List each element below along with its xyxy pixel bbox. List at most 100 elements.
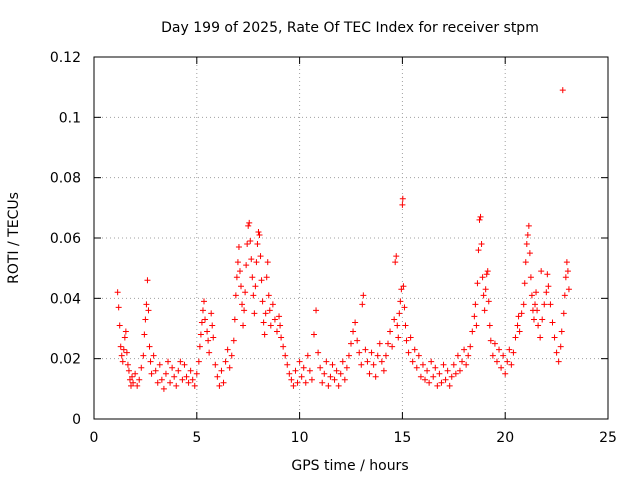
data-point [232,292,239,299]
data-point [140,352,147,359]
data-point [380,367,387,374]
data-point [321,370,328,377]
data-point [148,370,155,377]
data-point [557,343,564,350]
data-point [405,349,412,356]
y-tick-label: 0.12 [50,50,81,66]
data-point [156,361,163,368]
data-point [544,271,551,278]
data-point [477,213,484,220]
data-point [145,307,152,314]
data-point [345,352,352,359]
data-point [397,298,404,305]
y-tick-label: 0 [72,412,81,428]
data-point [228,352,235,359]
data-point [506,346,513,353]
data-point [128,382,135,389]
data-point [160,385,167,392]
data-point [539,316,546,323]
data-point [256,231,263,238]
data-point [362,346,369,353]
data-point [196,343,203,350]
data-point [222,358,229,365]
data-point [459,358,466,365]
data-point [348,340,354,347]
y-tick-labels: 0 0.02 0.04 0.06 0.08 0.1 0.12 [50,50,81,428]
data-point [138,364,145,371]
data-point [376,340,383,347]
chart-title: Day 199 of 2025, Rate Of TEC Index for r… [161,20,539,36]
data-point [325,382,332,389]
data-point [263,274,270,281]
data-point [292,367,299,374]
data-point [400,283,407,290]
data-point [240,322,247,329]
data-point [479,274,486,281]
data-point [547,301,554,308]
data-point [335,382,342,389]
data-point [204,328,211,335]
data-point [366,370,373,377]
data-point [559,87,566,94]
data-point [331,376,338,383]
data-point [208,310,215,317]
data-point [508,361,515,368]
data-point [482,286,489,293]
data-point [262,310,269,317]
data-point [537,334,544,341]
data-point [214,373,221,380]
data-point [543,289,550,296]
data-point [448,373,455,380]
data-point [428,358,435,365]
data-point [306,367,313,374]
data-point [359,301,366,308]
data-point [124,361,131,368]
data-point [329,361,336,368]
data-point [205,337,212,344]
data-point [248,256,255,263]
data-point [368,349,375,356]
data-point [551,334,558,341]
data-point [154,379,161,386]
data-point [532,301,539,308]
data-point [236,268,243,275]
data-point [565,286,572,293]
data-point [269,301,276,308]
data-point [545,283,552,290]
data-point [520,301,527,308]
x-tick-label: 5 [192,430,201,446]
data-point [382,352,389,359]
data-point [252,283,259,290]
data-point [177,358,184,365]
data-point [250,292,257,299]
data-point [426,379,433,386]
data-point [245,222,252,229]
data-point [158,376,165,383]
data-point [452,370,459,377]
data-point [209,322,216,329]
data-point [560,310,567,317]
data-point [534,307,541,314]
x-tick-label: 20 [496,430,514,446]
data-point [512,334,519,341]
data-point [341,376,348,383]
data-point [401,304,408,311]
data-point [563,259,570,266]
data-point [304,352,311,359]
data-point [538,268,545,275]
data-point [409,358,416,365]
x-tick-labels: 0 5 10 15 20 25 [90,430,617,446]
data-point [446,382,453,389]
data-point [444,367,451,374]
data-point [417,373,424,380]
data-point [264,259,271,266]
data-point [438,379,445,386]
data-point [271,316,278,323]
data-point [267,322,274,329]
data-point [484,268,491,275]
data-point [478,241,485,248]
data-point [122,328,129,335]
data-point [243,262,250,269]
data-point [483,271,490,278]
data-point [244,241,251,248]
